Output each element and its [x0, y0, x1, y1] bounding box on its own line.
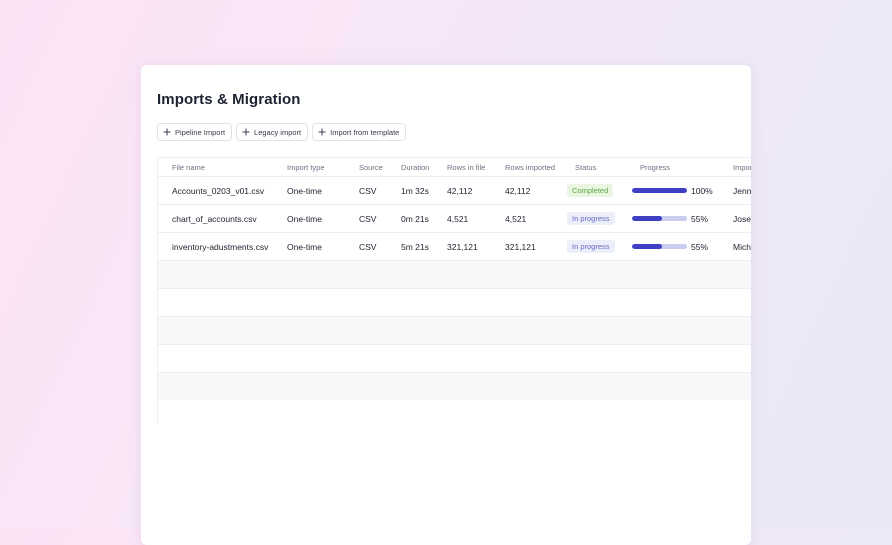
page-title: Imports & Migration: [157, 91, 301, 108]
status-badge: In progress: [567, 212, 615, 225]
import-type-cell: One-time: [273, 204, 345, 233]
imports-table: File name Import type Source Duration Ro…: [157, 157, 751, 424]
column-header-source[interactable]: Source: [345, 158, 387, 177]
imported-by-cell: Joseph: [719, 204, 751, 233]
rows-imported-cell: 4,521: [491, 204, 561, 233]
duration-cell: 1m 32s: [387, 176, 433, 205]
imported-by-cell: Michael: [719, 232, 751, 261]
import-from-template-label: Import from template: [330, 127, 400, 137]
rows-imported-cell: 42,112: [491, 176, 561, 205]
column-header-rows-in-file[interactable]: Rows in file: [433, 158, 491, 177]
pipeline-import-label: Pipeline Import: [175, 127, 226, 137]
source-cell: CSV: [345, 176, 387, 205]
column-header-imported-by[interactable]: Imported by: [719, 158, 751, 177]
table-row[interactable]: chart_of_accounts.csv One-time CSV 0m 21…: [158, 204, 751, 233]
progress-bar-fill: [632, 244, 663, 249]
rows-in-file-cell: 321,121: [433, 232, 491, 261]
import-type-cell: One-time: [273, 232, 345, 261]
source-cell: CSV: [345, 204, 387, 233]
table-row[interactable]: Accounts_0203_v01.csv One-time CSV 1m 32…: [158, 176, 751, 205]
file-name-cell: chart_of_accounts.csv: [158, 204, 273, 233]
rows-in-file-cell: 4,521: [433, 204, 491, 233]
progress-cell: 100%: [626, 176, 719, 205]
legacy-import-button[interactable]: Legacy import: [236, 123, 309, 141]
column-header-status[interactable]: Status: [561, 158, 626, 177]
column-header-duration[interactable]: Duration: [387, 158, 433, 177]
status-cell: Completed: [561, 176, 626, 205]
table-header-row: File name Import type Source Duration Ro…: [158, 158, 751, 177]
progress-bar: [632, 216, 687, 221]
imports-panel: Imports & Migration Pipeline Import Lega…: [141, 65, 751, 545]
status-cell: In progress: [561, 204, 626, 233]
status-badge: Completed: [567, 184, 614, 197]
empty-row: [158, 372, 751, 400]
status-cell: In progress: [561, 232, 626, 261]
file-name-cell: inventory-adustments.csv: [158, 232, 273, 261]
progress-percent: 55%: [691, 213, 709, 224]
imported-by-cell: Jennifer: [719, 176, 751, 205]
column-header-import-type[interactable]: Import type: [273, 158, 345, 177]
empty-row: [158, 344, 751, 373]
progress-percent: 100%: [691, 185, 713, 196]
duration-cell: 0m 21s: [387, 204, 433, 233]
progress-bar-fill: [632, 216, 663, 221]
progress-cell: 55%: [626, 232, 719, 261]
plus-icon: [242, 128, 250, 136]
plus-icon: [163, 128, 171, 136]
empty-row: [158, 260, 751, 289]
progress-percent: 55%: [691, 241, 709, 252]
column-header-progress[interactable]: Progress: [626, 158, 719, 177]
legacy-import-label: Legacy import: [254, 127, 302, 137]
column-header-rows-imported[interactable]: Rows imported: [491, 158, 561, 177]
progress-bar: [632, 244, 687, 249]
action-bar: Pipeline Import Legacy import Import fro…: [157, 123, 407, 141]
pipeline-import-button[interactable]: Pipeline Import: [157, 123, 233, 141]
empty-row: [158, 288, 751, 317]
plus-icon: [318, 128, 326, 136]
duration-cell: 5m 21s: [387, 232, 433, 261]
empty-row: [158, 316, 751, 345]
rows-in-file-cell: 42,112: [433, 176, 491, 205]
table-row[interactable]: inventory-adustments.csv One-time CSV 5m…: [158, 232, 751, 261]
progress-bar: [632, 188, 687, 193]
column-header-file-name[interactable]: File name: [158, 158, 273, 177]
file-name-cell: Accounts_0203_v01.csv: [158, 176, 273, 205]
status-badge: In progress: [567, 240, 615, 253]
import-type-cell: One-time: [273, 176, 345, 205]
progress-cell: 55%: [626, 204, 719, 233]
import-from-template-button[interactable]: Import from template: [312, 123, 407, 141]
progress-bar-fill: [632, 188, 687, 193]
rows-imported-cell: 321,121: [491, 232, 561, 261]
source-cell: CSV: [345, 232, 387, 261]
